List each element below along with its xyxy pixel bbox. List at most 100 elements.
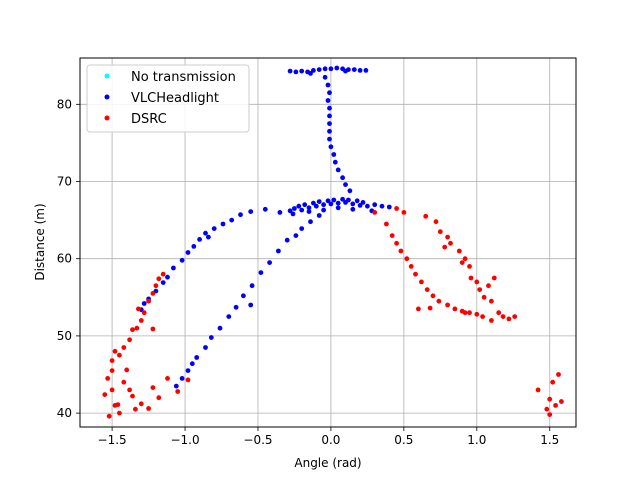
point-dsrc [408, 264, 414, 269]
point-vlcheadlight [321, 202, 326, 208]
point-dsrc [437, 229, 443, 235]
point-dsrc [452, 306, 458, 312]
point-dsrc [401, 210, 407, 215]
y-tick-label: 50 [57, 329, 72, 343]
point-dsrc [141, 310, 147, 316]
legend-marker-dsrc [104, 115, 110, 121]
point-dsrc [109, 368, 115, 373]
point-dsrc [467, 310, 472, 316]
point-vlcheadlight [179, 376, 185, 381]
point-vlcheadlight [299, 226, 305, 232]
point-vlcheadlight [262, 206, 268, 212]
point-dsrc [117, 352, 122, 358]
point-dsrc [105, 376, 111, 381]
point-vlcheadlight [322, 74, 328, 80]
point-dsrc [544, 406, 550, 412]
point-dsrc [535, 387, 541, 393]
y-tick-label: 40 [57, 406, 72, 420]
legend-box [86, 64, 250, 133]
point-vlcheadlight [325, 98, 331, 103]
point-vlcheadlight [350, 206, 356, 212]
point-vlcheadlight [313, 203, 319, 209]
point-dsrc [547, 396, 553, 402]
point-dsrc [150, 385, 156, 390]
point-vlcheadlight [287, 68, 293, 74]
point-dsrc [481, 294, 487, 300]
point-vlcheadlight [328, 201, 334, 207]
axis-ticks: −1.5 −1.0 −0.5 0.0 0.5 1.0 1.5 40 50 60 70 80 [57, 97, 560, 447]
point-vlcheadlight [327, 105, 332, 111]
point-vlcheadlight [354, 198, 360, 204]
point-dsrc [436, 298, 442, 304]
point-vlcheadlight [334, 65, 340, 71]
point-dsrc [489, 298, 494, 304]
point-vlcheadlight [350, 201, 356, 207]
point-dsrc [153, 283, 159, 289]
point-vlcheadlight [296, 203, 302, 209]
point-dsrc [496, 310, 502, 316]
x-tick-label: −1.0 [170, 433, 199, 447]
point-vlcheadlight [332, 159, 338, 165]
point-vlcheadlight [343, 182, 348, 188]
point-vlcheadlight [179, 257, 185, 263]
point-vlcheadlight [346, 197, 351, 203]
point-dsrc [146, 406, 152, 411]
point-dsrc [102, 392, 108, 397]
point-dsrc [185, 377, 191, 383]
point-vlcheadlight [203, 230, 208, 236]
point-vlcheadlight [357, 203, 363, 208]
point-dsrc [146, 298, 152, 304]
y-tick-label: 70 [57, 175, 72, 189]
point-vlcheadlight [189, 361, 195, 367]
point-vlcheadlight [360, 200, 366, 205]
data-points [102, 65, 564, 419]
point-dsrc [165, 376, 170, 381]
point-dsrc [130, 327, 135, 333]
point-vlcheadlight [365, 203, 370, 209]
point-vlcheadlight [220, 221, 226, 227]
point-vlcheadlight [328, 66, 334, 72]
point-dsrc [445, 302, 450, 308]
x-tick-label: −1.5 [98, 433, 127, 447]
point-vlcheadlight [327, 113, 332, 119]
point-vlcheadlight [292, 206, 297, 211]
point-vlcheadlight [277, 210, 283, 215]
point-vlcheadlight [331, 152, 337, 157]
point-dsrc [416, 306, 421, 312]
point-dsrc [419, 279, 424, 285]
x-tick-label: 0.0 [321, 433, 340, 447]
point-vlcheadlight [267, 260, 272, 265]
point-dsrc [384, 221, 389, 227]
point-vlcheadlight [208, 335, 214, 340]
point-dsrc [448, 240, 453, 246]
point-dsrc [121, 345, 127, 350]
point-dsrc [112, 348, 118, 354]
point-vlcheadlight [357, 68, 363, 73]
point-dsrc [394, 240, 399, 246]
point-vlcheadlight [340, 196, 345, 202]
point-dsrc [413, 271, 418, 277]
legend-label-dsrc: DSRC [131, 112, 167, 127]
point-dsrc [121, 379, 127, 385]
x-tick-label: 1.0 [467, 433, 486, 447]
x-tick-label: 0.5 [394, 433, 413, 447]
point-dsrc [477, 287, 483, 292]
x-axis-label: Angle (rad) [294, 456, 361, 470]
point-vlcheadlight [248, 302, 254, 308]
point-dsrc [127, 337, 132, 343]
point-dsrc [474, 279, 480, 285]
point-dsrc [150, 291, 156, 296]
x-tick-label: 1.5 [540, 433, 559, 447]
point-vlcheadlight [322, 66, 328, 72]
point-dsrc [550, 379, 556, 385]
point-dsrc [442, 244, 448, 250]
point-vlcheadlight [325, 82, 331, 88]
point-vlcheadlight [327, 90, 332, 96]
point-vlcheadlight [249, 283, 255, 289]
point-vlcheadlight [229, 217, 235, 223]
point-dsrc [459, 260, 465, 265]
point-vlcheadlight [191, 244, 197, 249]
point-vlcheadlight [211, 226, 217, 232]
point-vlcheadlight [335, 167, 341, 173]
